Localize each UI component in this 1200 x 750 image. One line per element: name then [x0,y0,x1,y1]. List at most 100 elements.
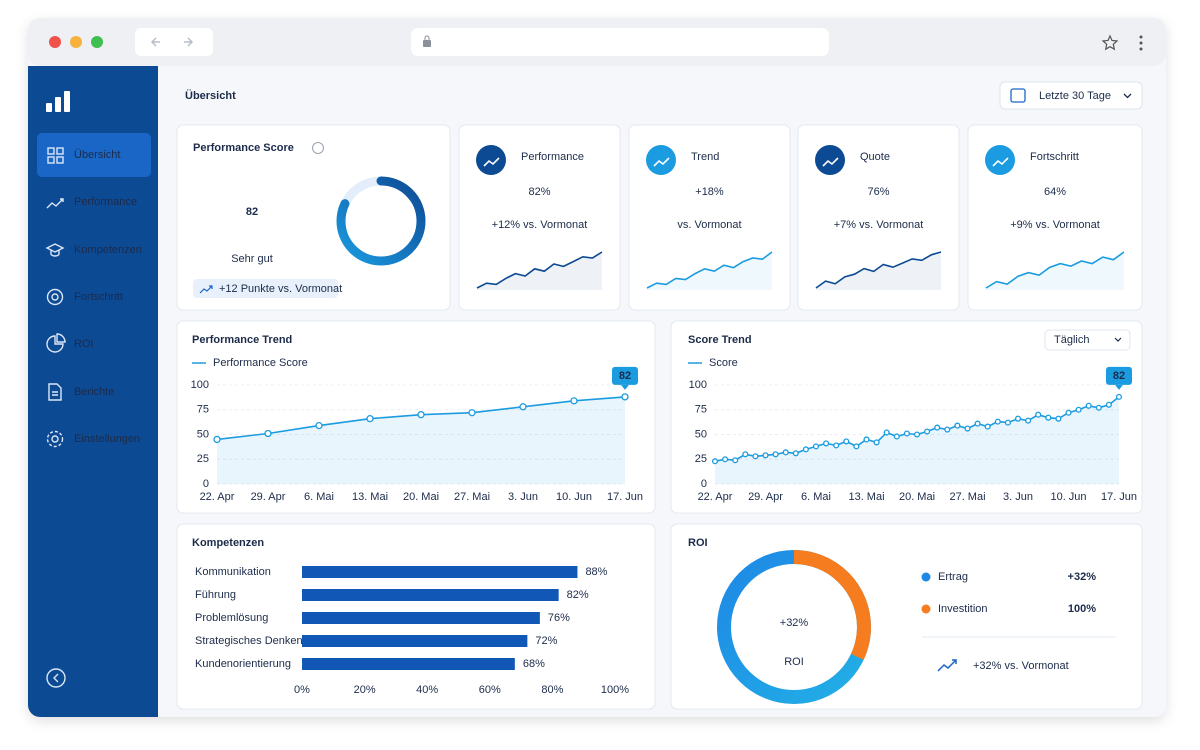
forward-button[interactable] [184,37,194,47]
y-tick-label: 100 [191,379,209,391]
kpi-delta: +7% vs. Vormonat [834,219,924,231]
point [213,435,221,444]
legend-value: +32% [1068,571,1097,583]
donut-center-label: ROI [784,656,804,668]
kpi-icon-glyph [483,157,500,167]
point [944,426,951,433]
legend-dot [921,604,931,614]
point [1075,406,1082,413]
kpi-label: Fortschritt [1030,151,1079,163]
info-icon[interactable] [312,142,324,154]
collapse-icon [53,673,59,683]
annotation-pointer [1115,384,1123,390]
collapse-button[interactable] [46,668,66,688]
score-rating: Sehr gut [231,253,273,265]
date-filter[interactable] [999,81,1143,110]
point [994,418,1001,425]
kpi-icon [815,145,845,175]
point [984,423,991,430]
x-tick-label: 10. Jun [1050,491,1086,503]
chart-title: ROI [688,537,708,549]
chart-title: Kompetenzen [192,537,264,549]
dropdown[interactable] [1044,329,1131,351]
legend-label: Investition [938,603,988,615]
point [873,439,880,446]
x-tick-label: 10. Jun [556,491,592,503]
dynamic-content: Performance 82% +12% vs. Vormonat Trend +18%… [191,145,1137,704]
legend-dot [921,572,931,582]
point [883,429,890,436]
x-tick-label: 22. Apr [200,491,235,503]
logo [46,91,70,112]
point [1105,401,1112,408]
point [913,431,921,438]
point [1045,414,1052,421]
minimize-button[interactable] [70,36,82,48]
active-nav-item [37,133,151,177]
address-bar[interactable] [411,28,829,56]
nav-item[interactable]: ROI [74,338,94,350]
kpi-label: Quote [860,151,890,163]
y-tick-label: 50 [197,428,209,440]
x-tick-label: 27. Mai [949,491,985,503]
x-tick-label: 29. Apr [748,491,783,503]
kpi-icon-glyph [822,157,839,167]
point [1085,402,1092,409]
nav-item[interactable]: Einstellungen [74,433,140,445]
annotation-box [612,366,638,385]
nav-item[interactable]: Fortschritt [74,291,123,303]
x-tick-label: 80% [541,684,563,696]
point [924,428,931,435]
menu-button[interactable] [1139,35,1143,51]
y-tick-label: 0 [701,478,707,490]
point [366,415,374,423]
nav-item[interactable]: Übersicht [74,149,120,161]
y-tick-label: 0 [203,478,209,490]
point [711,458,719,465]
nav-item[interactable]: Berichte [74,386,114,398]
point [1014,415,1022,422]
bar [302,612,540,624]
category-label: Problemlösung [195,612,268,624]
point [519,403,527,411]
line-area [217,396,625,484]
chart-card [176,320,656,514]
point [315,421,323,430]
y-tick-label: 100 [689,379,707,391]
back-button[interactable] [150,37,160,47]
point [792,450,799,457]
bookmark-star[interactable] [1101,34,1119,51]
x-tick-label: 40% [416,684,438,696]
x-tick-label: 3. Jun [508,491,538,503]
kpi-value: +18% [695,186,724,198]
roi-footer: +32% vs. Vormonat [973,660,1069,672]
close-button[interactable] [49,36,61,48]
point [1115,393,1123,400]
sparkline [985,251,1125,289]
x-tick-label: 17. Jun [607,491,643,503]
chart-card [670,523,1143,710]
page-title: Übersicht [185,89,236,102]
value-label: 68% [523,658,545,670]
bar [302,658,515,670]
kpi-icon-glyph [992,157,1009,167]
legend-label: Performance Score [213,357,308,369]
y-tick-label: 25 [695,453,707,465]
point [812,443,820,450]
maximize-button[interactable] [91,36,103,48]
point [974,420,981,427]
trend-icon [937,659,957,672]
nav-item[interactable]: Performance [74,196,137,208]
x-tick-label: 27. Mai [454,491,490,503]
point [621,393,629,401]
dropdown-chevron [1114,337,1122,342]
kpi-icon-glyph [653,157,670,167]
legend-value: 100% [1068,603,1096,615]
point [742,451,749,458]
nav-icons [45,147,66,448]
x-tick-label: 29. Apr [251,491,286,503]
x-tick-label: 3. Jun [1003,491,1033,503]
trend-icon [199,285,213,294]
point [1004,419,1011,426]
nav-item[interactable]: Kompetenzen [74,244,142,256]
